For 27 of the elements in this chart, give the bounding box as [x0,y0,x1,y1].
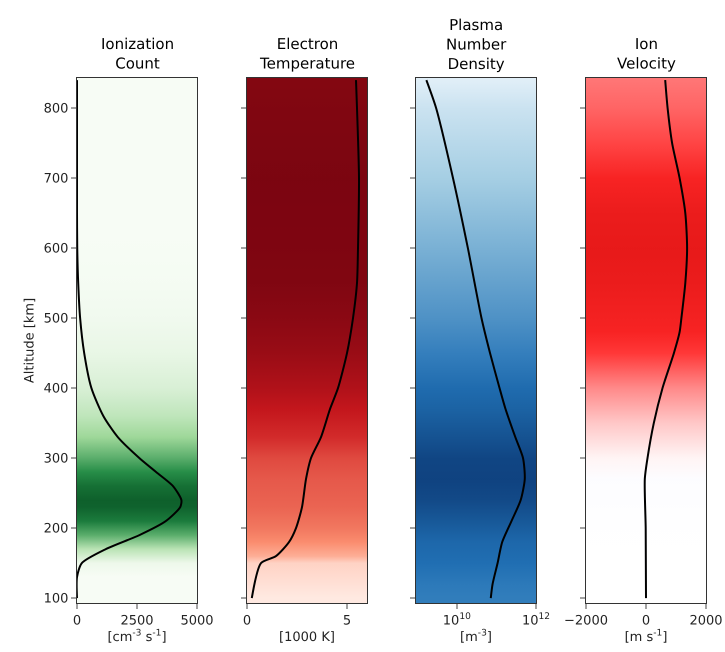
y-tick-label: 200 [44,522,68,537]
y-tick-label: 700 [44,172,68,187]
chart-title: Ionization Count [101,35,174,72]
x-tick-label: −2000 [564,614,608,629]
chart-title: Electron Temperature [259,35,356,72]
y-tick-label: 500 [44,312,68,327]
y-tick-label: 100 [44,592,68,607]
y-tick-label: 600 [44,242,68,257]
x-tick-label: 0 [72,614,82,629]
y-axis-title: Altitude [km] [22,298,38,384]
x-tick-label: 0 [242,614,252,629]
y-tick-label: 400 [44,382,68,397]
x-tick-label: 10$^{10}$ [442,612,472,629]
chart-title: Plasma Number Density [446,16,508,73]
x-tick-label: 2500 [120,614,154,629]
x-tick-label: 2000 [689,614,723,629]
x-axis-title: [1000 K] [279,630,335,646]
y-tick-label: 800 [44,102,68,117]
y-tick-label: 300 [44,452,68,467]
x-tick-label: 10$^{12}$ [522,612,550,629]
x-tick-label: 5000 [180,614,214,629]
x-axis-title: [m s$^{-1}$] [624,628,668,646]
chart-title: Ion Velocity [617,35,676,72]
x-axis-title: [m$^{-3}$] [460,628,492,646]
x-axis-title: [cm$^{-3}$ s$^{-1}$] [107,628,167,646]
x-tick-label: 5 [342,614,352,629]
x-tick-label: 0 [642,614,650,629]
